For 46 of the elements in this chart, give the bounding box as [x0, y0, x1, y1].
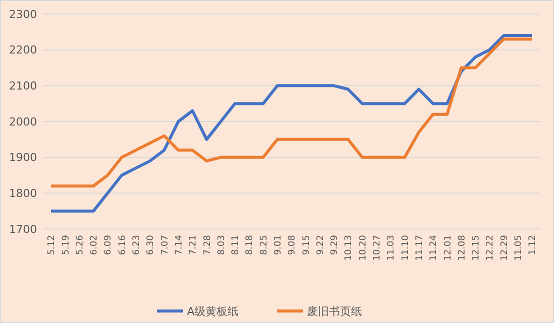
x-tick-label: 10.20	[358, 234, 368, 261]
y-tick-label: 2300	[9, 8, 37, 21]
x-tick-label: 12.22	[486, 235, 496, 261]
x-tick-label: 11.05	[514, 235, 524, 261]
x-tick-label: 12.01	[443, 235, 454, 261]
x-tick-label: 9.15	[302, 235, 312, 256]
x-tick-label: 5.26	[75, 234, 86, 256]
x-tick-label: 12.29	[500, 234, 510, 261]
x-tick-label: 6.30	[146, 234, 156, 256]
x-tick-label: 9.01	[274, 235, 284, 256]
x-tick-label: 1.12	[528, 235, 538, 256]
x-tick-label: 8.03	[216, 235, 227, 256]
x-tick-label: 8.18	[245, 234, 256, 256]
x-tick-label: 11.03	[386, 235, 397, 261]
x-tick-label: 12.15	[472, 235, 482, 261]
x-tick-label: 6.09	[104, 234, 114, 256]
y-tick-label: 2200	[9, 44, 37, 57]
x-tick-label: 10.27	[372, 235, 383, 261]
line-series	[50, 38, 534, 188]
x-tick-label: 5.19	[61, 234, 72, 256]
y-tick-label: 1800	[9, 187, 37, 200]
legend-label: A级黄板纸	[187, 304, 239, 318]
x-tick-label: 7.21	[188, 235, 199, 256]
x-tick-label: 11.24	[429, 234, 440, 261]
x-tick-label: 6.23	[132, 235, 142, 256]
y-tick-label: 1700	[9, 222, 37, 236]
x-tick-label: 9.08	[288, 234, 298, 256]
x-tick-label: 8.25	[259, 235, 270, 256]
y-tick-label: 1900	[9, 151, 37, 164]
x-tick-label: 11.10	[400, 234, 411, 261]
y-tick-label: 2100	[9, 80, 37, 93]
x-tick-label: 10.13	[344, 235, 354, 261]
legend-label: 废旧书页纸	[307, 304, 362, 318]
y-tick-label: 2000	[9, 115, 37, 128]
x-tick-label: 6.16	[118, 234, 128, 256]
x-tick-label: 5.12	[47, 235, 58, 256]
x-tick-label: 6.02	[90, 235, 100, 256]
x-tick-label: 9.29	[330, 234, 340, 256]
x-tick-label: 9.22	[316, 235, 326, 256]
x-tick-label: 8.11	[231, 235, 242, 256]
x-tick-label: 7.14	[174, 234, 184, 256]
x-tick-label: 12.08	[457, 234, 468, 261]
x-tick-label: 11.17	[414, 235, 425, 261]
line-series	[50, 34, 534, 213]
x-tick-label: 7.28	[202, 234, 213, 256]
x-tick-label: 7.07	[160, 235, 170, 256]
